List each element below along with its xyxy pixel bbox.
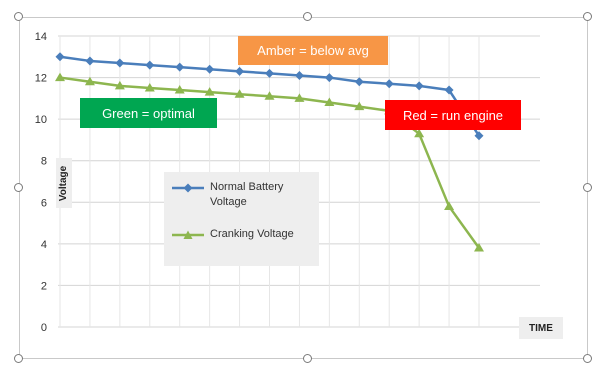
resize-handle-right[interactable] — [583, 183, 592, 192]
y-tick-labels: 0 2 4 6 8 10 12 14 — [35, 31, 47, 334]
legend-label-cranking: Cranking Voltage — [210, 228, 294, 240]
data-point — [354, 77, 364, 87]
data-point — [55, 72, 65, 82]
legend-swatch-diamond-icon — [172, 183, 204, 193]
annotation-red: Red = run engine — [385, 100, 521, 130]
legend-swatch-triangle-icon — [172, 230, 204, 239]
data-point — [294, 93, 305, 102]
data-point — [175, 62, 185, 72]
data-point — [205, 64, 215, 74]
data-point — [444, 201, 455, 210]
y-axis-title-text: Voltage — [58, 165, 70, 201]
data-point — [145, 60, 155, 70]
y-tick-label: 6 — [41, 197, 47, 209]
y-tick-label: 14 — [35, 31, 47, 43]
resize-handle-bottom-left[interactable] — [14, 354, 23, 363]
data-point — [324, 97, 335, 107]
y-tick-label: 0 — [41, 322, 47, 334]
resize-handle-top-right[interactable] — [583, 12, 592, 21]
data-point — [474, 243, 484, 252]
data-point — [414, 128, 425, 138]
data-point — [55, 52, 65, 62]
data-point — [144, 82, 155, 92]
resize-handle-top-left[interactable] — [14, 12, 23, 21]
legend[interactable]: Normal Battery Voltage Cranking Voltage — [164, 172, 319, 266]
y-axis-title: Voltage — [56, 158, 72, 208]
y-tick-label: 10 — [35, 114, 47, 126]
y-tick-label: 8 — [41, 156, 47, 168]
data-point — [235, 66, 245, 76]
data-point — [114, 80, 125, 90]
resize-handle-top[interactable] — [303, 12, 312, 21]
resize-handle-left[interactable] — [14, 183, 23, 192]
data-point — [324, 73, 334, 83]
data-point — [234, 89, 245, 98]
data-point — [265, 68, 274, 78]
annotation-green: Green = optimal — [80, 98, 217, 128]
resize-handle-bottom-right[interactable] — [583, 354, 592, 363]
data-point — [204, 87, 215, 96]
data-point — [264, 91, 275, 100]
data-point — [474, 131, 484, 141]
data-point — [354, 101, 365, 111]
annotation-amber: Amber = below avg — [238, 36, 388, 65]
y-tick-label: 4 — [41, 239, 47, 251]
legend-label-normal-battery: Normal Battery Voltage — [210, 181, 284, 208]
resize-handle-bottom[interactable] — [303, 354, 312, 363]
data-point — [84, 76, 95, 86]
series-normal-battery[interactable] — [55, 52, 484, 141]
data-point — [384, 79, 394, 89]
data-point — [174, 85, 185, 94]
y-tick-label: 2 — [41, 280, 47, 292]
data-point — [115, 58, 125, 68]
x-axis-title: TIME — [519, 317, 563, 339]
data-point — [85, 56, 95, 66]
data-point — [294, 70, 304, 80]
y-tick-label: 12 — [35, 73, 47, 85]
data-point — [414, 81, 424, 91]
data-point — [444, 85, 454, 95]
